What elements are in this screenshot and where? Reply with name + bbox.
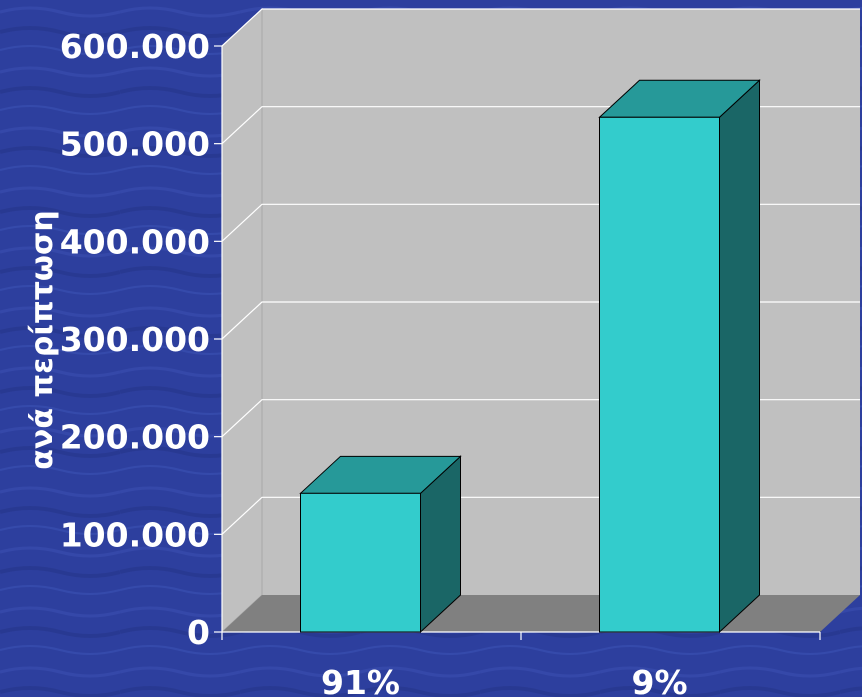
bar [598,79,761,634]
bar [299,455,462,634]
bar-front-face [599,116,720,633]
x-tick-labels: 91% 9% [321,663,688,697]
bar-side-face [719,79,760,634]
bar-front-face [300,492,421,633]
y-tick-label: 600.000 [60,27,210,66]
y-tick-labels: 0 100.000 200.000 300.000 400.000 500.000 600.… [60,27,210,652]
y-tick-label: 500.000 [60,125,210,164]
y-tick-label: 0 [187,613,210,652]
y-tick-label: 400.000 [60,222,210,261]
x-tick-label: 9% [631,663,687,697]
gridline [221,8,860,47]
y-axis-title: ανά περίπτωση [25,210,60,469]
y-tick-label: 200.000 [60,418,210,457]
y-tick-label: 300.000 [60,320,210,359]
y-tick-label: 100.000 [60,515,210,554]
x-tick-label: 91% [321,663,400,697]
bars-group [299,79,761,634]
